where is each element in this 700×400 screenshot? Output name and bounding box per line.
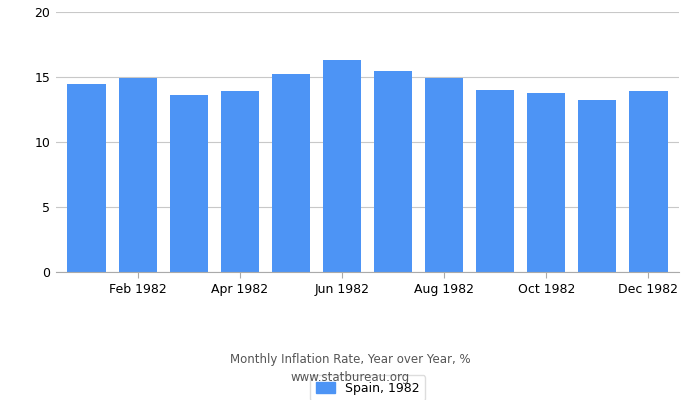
Bar — [374, 70, 412, 272]
Bar — [527, 92, 566, 272]
Text: www.statbureau.org: www.statbureau.org — [290, 372, 410, 384]
Bar — [323, 60, 361, 272]
Bar — [629, 91, 668, 272]
Text: Monthly Inflation Rate, Year over Year, %: Monthly Inflation Rate, Year over Year, … — [230, 354, 470, 366]
Bar — [169, 95, 208, 272]
Bar — [67, 84, 106, 272]
Bar — [578, 100, 617, 272]
Bar — [220, 91, 259, 272]
Bar — [272, 74, 310, 272]
Bar — [476, 90, 514, 272]
Bar — [425, 78, 463, 272]
Legend: Spain, 1982: Spain, 1982 — [309, 376, 426, 400]
Bar — [118, 78, 157, 272]
